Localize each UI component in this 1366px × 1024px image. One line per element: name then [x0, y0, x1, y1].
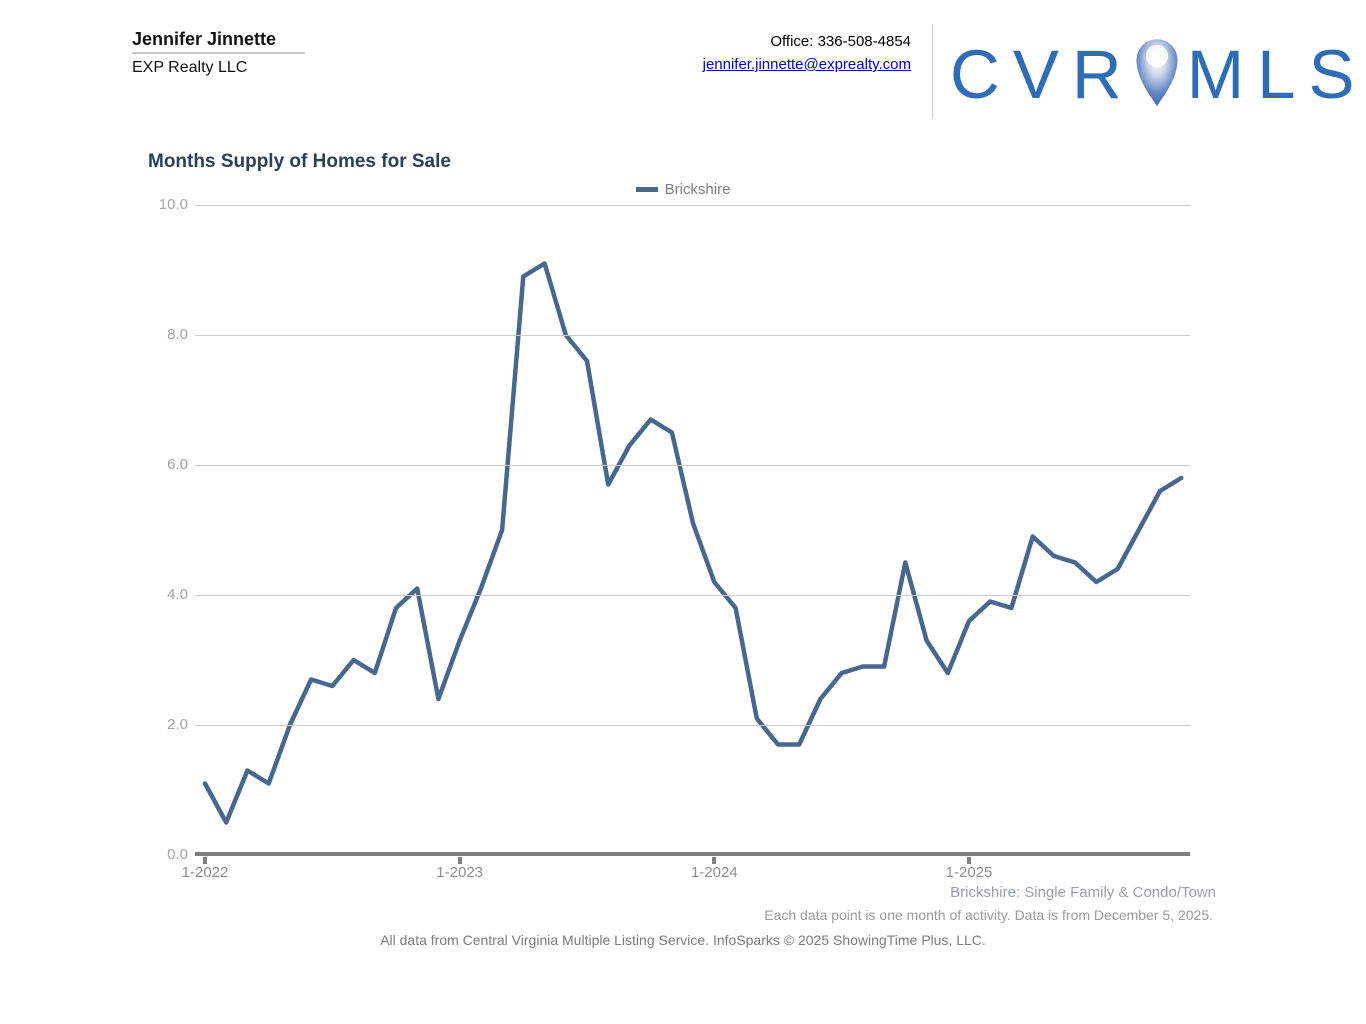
x-axis-label-1-2022: 1-2022: [181, 864, 229, 881]
x-axis-line: [195, 852, 1190, 856]
map-pin-icon: [1129, 32, 1185, 113]
gridline-2: [195, 725, 1190, 726]
y-axis-label-0.0: 0.0: [167, 846, 188, 863]
header-divider: [932, 24, 933, 119]
chart-title: Months Supply of Homes for Sale: [148, 151, 451, 172]
contact-block: Office: 336-508-4854 jennifer.jinnette@e…: [560, 30, 911, 76]
x-tick-1-2024: [712, 857, 717, 864]
footer-area-line: Brickshire: Single Family & Condo/Town: [950, 884, 1216, 901]
x-tick-1-2022: [203, 857, 207, 864]
footer-note-line: Each data point is one month of activity…: [764, 907, 1213, 923]
y-axis-label-6.0: 6.0: [167, 456, 188, 473]
y-axis-label-4.0: 4.0: [167, 586, 188, 603]
logo-suffix-text: MLS: [1186, 36, 1366, 113]
gridline-10: [195, 205, 1190, 206]
y-axis-label-10.0: 10.0: [158, 196, 188, 213]
company-name: EXP Realty LLC: [132, 59, 248, 76]
gridline-6: [195, 465, 1190, 466]
x-axis-label-1-2024: 1-2024: [690, 864, 738, 881]
email-link[interactable]: jennifer.jinnette@exprealty.com: [702, 56, 911, 73]
x-tick-1-2023: [457, 857, 462, 864]
footer-source-line: All data from Central Virginia Multiple …: [380, 932, 986, 948]
trend-chart: [202, 261, 1184, 825]
y-axis-label-2.0: 2.0: [167, 716, 188, 733]
x-axis-label-1-2025: 1-2025: [945, 864, 993, 881]
y-axis-label-8.0: 8.0: [167, 326, 188, 343]
gridline-4: [195, 595, 1190, 596]
legend-label: Brickshire: [664, 181, 731, 198]
x-tick-1-2025: [967, 857, 971, 864]
gridline-8: [195, 335, 1190, 336]
office-phone: Office: 336-508-4854: [770, 33, 911, 50]
legend: Brickshire: [0, 181, 1366, 198]
agent-name-divider: [132, 52, 305, 54]
cvrmls-logo: CVR MLS: [950, 33, 1366, 117]
x-axis-label-1-2023: 1-2023: [436, 864, 484, 881]
brickshire-trend-line: [202, 261, 1184, 825]
logo-prefix-text: CVR: [950, 36, 1135, 113]
legend-line-swatch: [635, 187, 658, 192]
agent-name: Jennifer Jinnette: [132, 29, 277, 49]
